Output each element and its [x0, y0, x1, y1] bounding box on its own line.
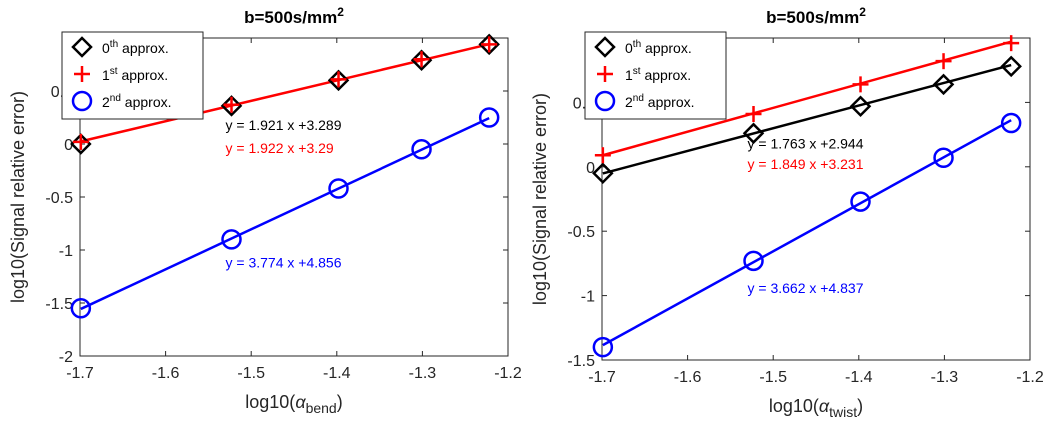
x-tick-label: -1.3 [931, 369, 959, 386]
legend-marker-2 [74, 66, 90, 82]
legend-marker-3 [594, 90, 616, 112]
data-point-s2-1 [594, 147, 611, 164]
legend-box [584, 31, 727, 120]
data-point-s1-5 [478, 33, 500, 56]
legend-entry-3: 2nd approx. [102, 93, 172, 110]
y-tick-label: -1 [581, 289, 595, 306]
x-tick-label: -1.2 [1016, 369, 1044, 386]
x-tick-label: -1.6 [674, 369, 702, 386]
data-point-s2-4 [413, 51, 430, 68]
data-point-s1-2 [220, 95, 243, 117]
legend-marker-3 [71, 90, 93, 112]
chart-title: b=500s/mm2 [244, 5, 344, 27]
data-point-s1-4 [932, 73, 955, 96]
fit-equation-2: y = 1.849 x +3.231 [748, 156, 864, 172]
y-tick-label: -0.5 [45, 190, 73, 207]
legend: 0th approx. 1st approx. 2nd approx. [584, 31, 727, 120]
data-point-s3-5 [1000, 112, 1022, 134]
data-point-s1-4 [410, 49, 433, 72]
data-point-s2-2 [745, 105, 762, 122]
y-tick-label: -1.5 [567, 353, 595, 370]
data-point-s1-2 [742, 122, 765, 145]
legend-marker-1 [594, 36, 616, 58]
data-point-s1-3 [849, 95, 872, 118]
y-tick-label: 0 [64, 137, 73, 154]
data-point-s2-3 [330, 71, 347, 88]
data-point-s2-5 [1003, 35, 1020, 52]
x-tick-label: -1.5 [237, 365, 265, 382]
fit-equation-3: y = 3.774 x +4.856 [226, 255, 342, 271]
data-point-s1-1 [592, 162, 614, 185]
fit-line-3 [80, 116, 490, 311]
x-tick-label: -1.7 [588, 369, 616, 386]
legend-entry-3: 2nd approx. [625, 93, 695, 110]
data-point-s3-1 [592, 336, 614, 358]
legend: 0th approx. 1st approx. 2nd approx. [61, 31, 204, 120]
data-point-s3-4 [933, 147, 954, 169]
x-tick-label: -1.4 [845, 369, 873, 386]
plot-area [601, 37, 1031, 361]
fit-line-1 [602, 63, 1012, 175]
data-point-s1-3 [327, 69, 350, 92]
x-tick-label: -1.6 [152, 365, 180, 382]
legend-entry-2: 1st approx. [102, 66, 168, 83]
x-tick-label: -1.3 [409, 365, 437, 382]
x-tick-label: -1.5 [759, 369, 787, 386]
legend-entry-2: 1st approx. [625, 66, 691, 83]
legend-box [61, 31, 204, 120]
chart-title: b=500s/mm2 [766, 5, 866, 27]
data-point-s2-5 [481, 36, 498, 53]
data-point-s3-2 [743, 250, 764, 272]
x-tick-label: -1.7 [66, 365, 94, 382]
data-point-s2-2 [223, 96, 240, 113]
chart-1: -1.7-1.6-1.5-1.4-1.3-1.2-2-1.5-1-0.500.5… [8, 5, 522, 416]
y-tick-label: -1.5 [45, 296, 73, 313]
legend-marker-1 [71, 36, 93, 58]
legend-entry-1: 0th approx. [102, 39, 169, 56]
data-point-s3-5 [478, 107, 500, 128]
data-point-s3-3 [850, 191, 871, 212]
data-point-s2-1 [72, 133, 89, 150]
fit-equation-1: y = 1.763 x +2.944 [748, 136, 864, 152]
data-point-s3-2 [221, 229, 242, 250]
x-axis-label: log10(αtwist) [769, 396, 863, 420]
data-point-s2-4 [935, 53, 952, 70]
chart-2: -1.7-1.6-1.5-1.4-1.3-1.2-1.5-1-0.500.51b… [530, 5, 1044, 420]
fit-equation-3: y = 3.662 x +4.837 [748, 280, 864, 296]
y-axis-label: log10(Signal relative error) [8, 91, 28, 303]
x-axis-label: log10(αbend) [245, 392, 342, 416]
y-tick-label: -0.5 [567, 224, 595, 241]
data-point-s2-3 [852, 76, 869, 93]
x-tick-label: -1.4 [323, 365, 351, 382]
data-point-s3-1 [70, 298, 92, 319]
fit-equation-1: y = 1.921 x +3.289 [226, 117, 342, 133]
fit-equation-2: y = 1.922 x +3.29 [226, 140, 334, 156]
y-axis-label: log10(Signal relative error) [530, 93, 550, 305]
y-tick-label: -2 [59, 349, 73, 366]
data-point-s3-3 [328, 178, 349, 199]
legend-marker-2 [597, 66, 613, 82]
y-tick-label: 0 [586, 160, 595, 177]
legend-entry-1: 0th approx. [625, 39, 692, 56]
data-point-s3-4 [411, 139, 432, 160]
x-tick-label: -1.2 [494, 365, 522, 382]
fit-line-3 [602, 119, 1012, 347]
y-tick-label: -1 [59, 243, 73, 260]
data-point-s1-5 [1000, 55, 1022, 78]
